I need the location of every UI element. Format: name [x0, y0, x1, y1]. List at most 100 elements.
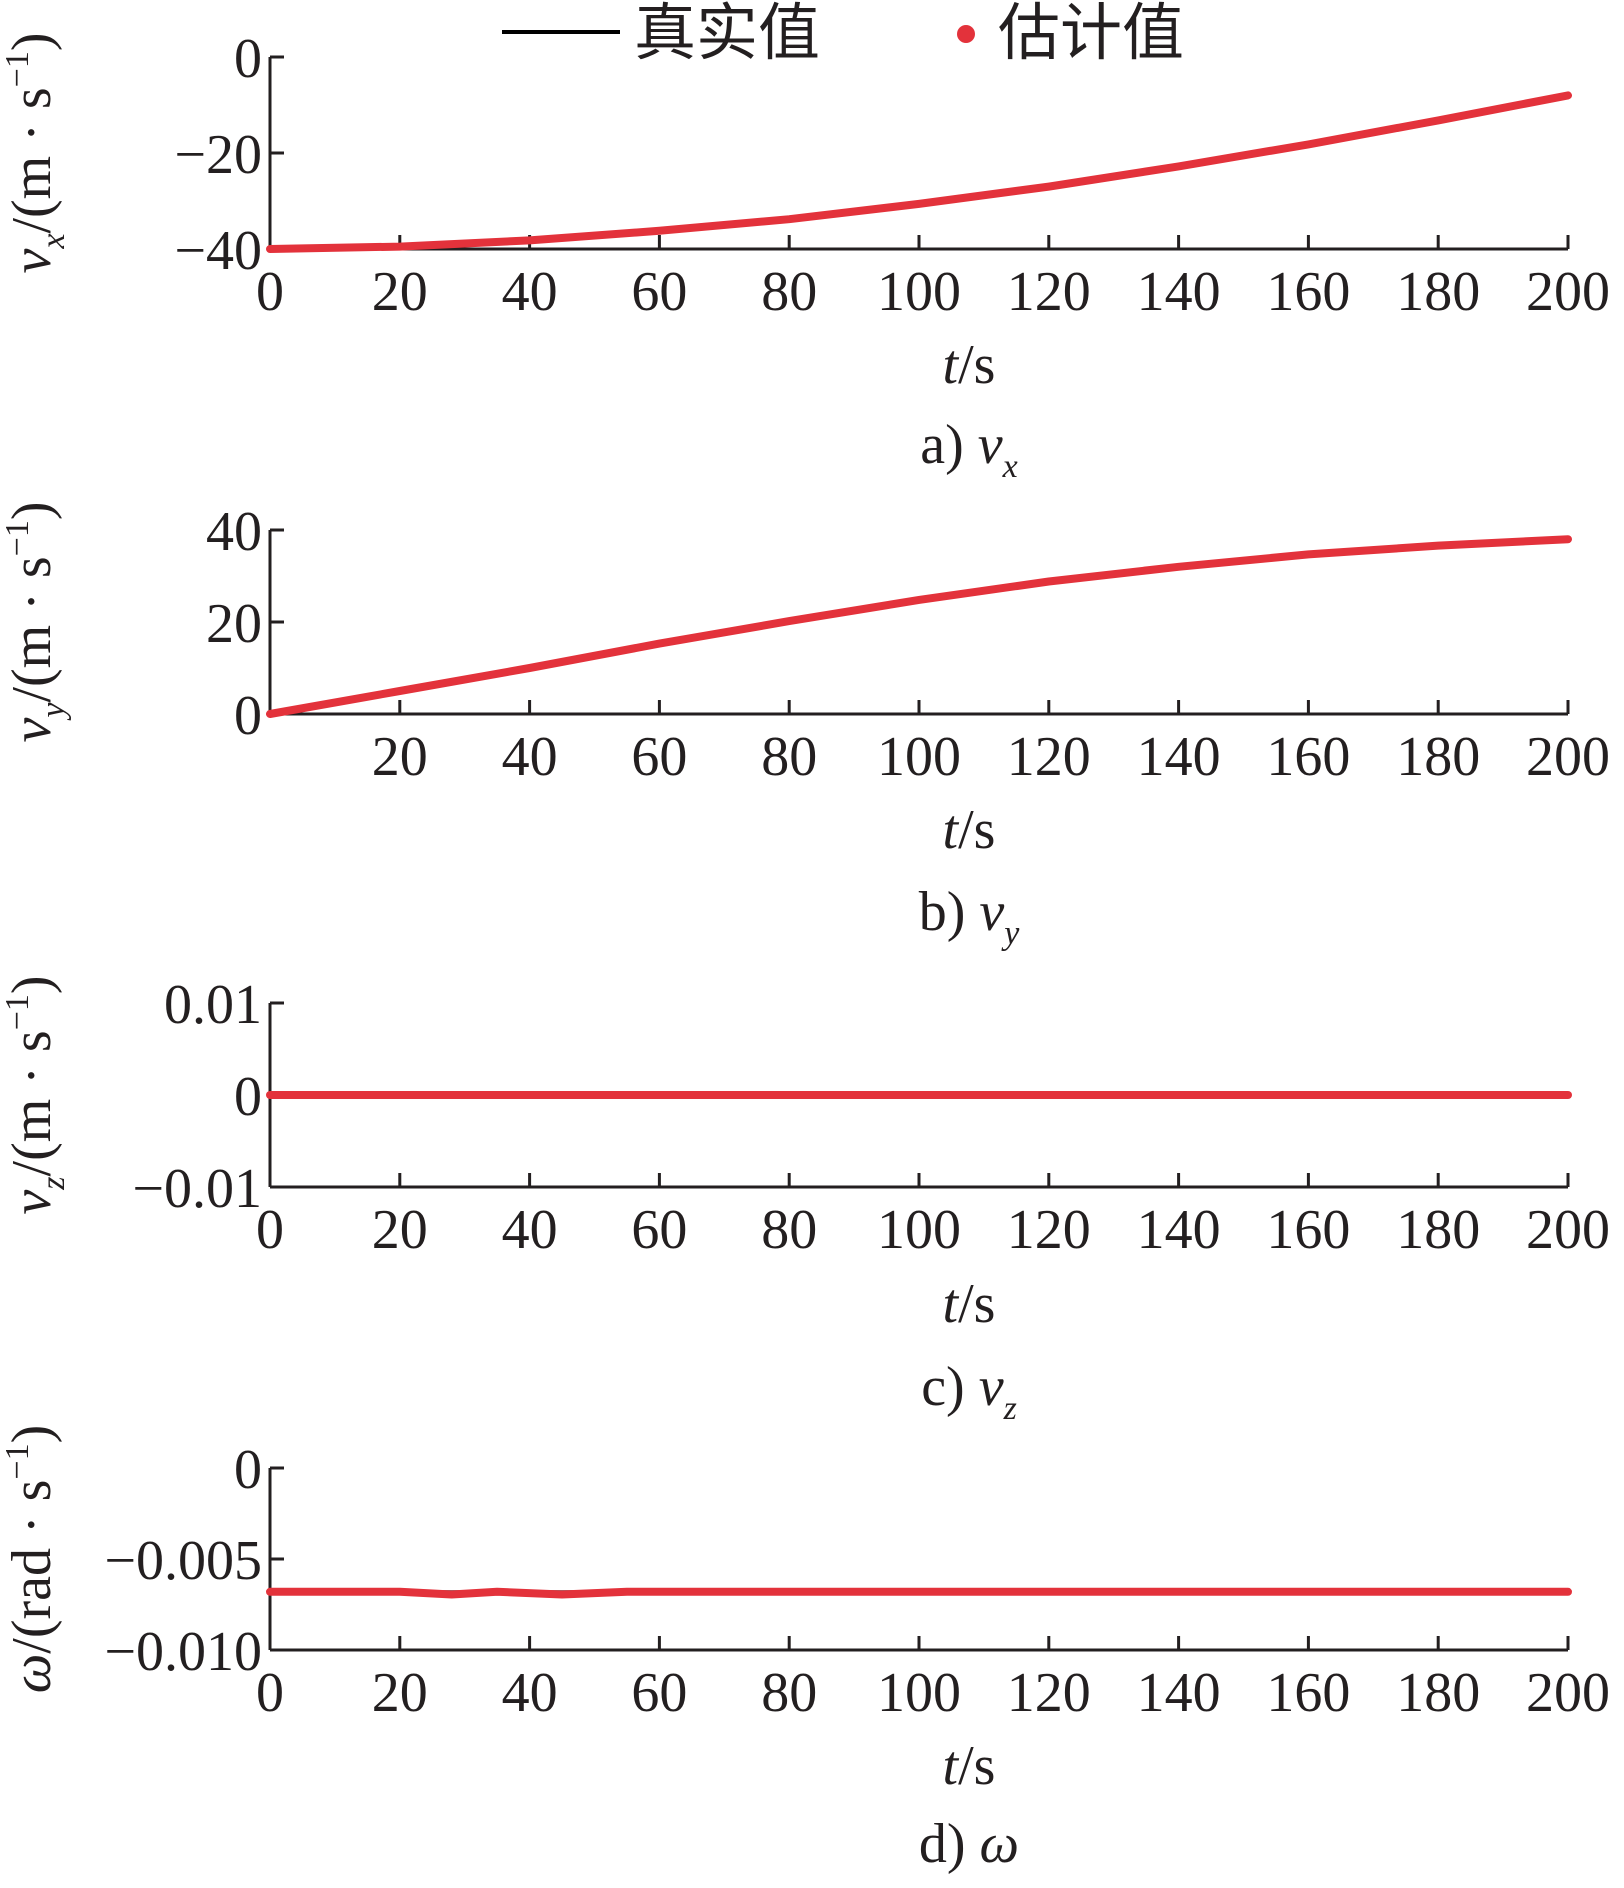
x-tick-label: 180	[1396, 261, 1480, 323]
x-tick-label: 160	[1266, 1662, 1350, 1724]
panel-caption-subscript: x	[1002, 448, 1018, 485]
x-tick-label: 20	[372, 1662, 428, 1724]
x-tick-label: 140	[1137, 1199, 1221, 1261]
x-tick-label: 200	[1526, 1662, 1610, 1724]
x-axis-label: t/s	[943, 334, 996, 396]
x-tick-label: 20	[372, 261, 428, 323]
panel-caption-symbol: ω	[980, 1813, 1020, 1875]
y-axis-label: vx/(m · s−1)	[0, 32, 72, 273]
x-tick-label: 20	[372, 1199, 428, 1261]
x-tick-label: 60	[631, 1662, 687, 1724]
y-axis-label-superscript: −1	[0, 520, 36, 556]
y-axis-label-unit: /(m · s	[1, 1030, 63, 1176]
y-tick-label: 40	[206, 501, 262, 563]
x-axis-label-symbol: t	[943, 334, 960, 396]
y-axis-label-superscript: −1	[0, 1443, 36, 1479]
y-tick-label: −40	[174, 220, 262, 282]
y-axis-label-subscript: x	[35, 234, 72, 250]
y-tick-label: −0.005	[104, 1530, 262, 1592]
true-series-line	[268, 537, 1570, 716]
y-axis-label-superscript: −1	[0, 51, 36, 87]
x-tick-label: 60	[631, 726, 687, 788]
x-tick-label: 80	[761, 261, 817, 323]
x-tick-label: 120	[1007, 1199, 1091, 1261]
y-axis-label-group: vy/(m · s−1)	[0, 501, 72, 742]
x-tick-label: 200	[1526, 726, 1610, 788]
x-tick-label: 140	[1137, 726, 1221, 788]
legend-estimate-marker	[957, 25, 975, 43]
y-axis-label-symbol: ω	[1, 1654, 63, 1694]
true-series-line	[268, 93, 1570, 251]
x-tick-label: 0	[256, 261, 284, 323]
y-axis-label-group: ω/(rad · s−1)	[0, 1425, 63, 1694]
y-tick-label: 0	[234, 1066, 262, 1128]
estimate-series-line	[266, 535, 1572, 718]
panel-caption-subscript: z	[1003, 1390, 1017, 1427]
y-axis-label-unit: /(rad · s	[1, 1480, 63, 1654]
x-tick-label: 200	[1526, 261, 1610, 323]
y-tick-label: −0.010	[104, 1621, 262, 1683]
chart-panel-4: −0.010 −0.005 0 0 20 40 60 80 100 120 140 160 180 200…	[0, 1425, 1610, 1875]
y-tick-label: 0	[234, 685, 262, 747]
y-axis-label-unit-close: )	[1, 32, 63, 51]
x-tick-label: 20	[372, 726, 428, 788]
x-tick-label: 100	[877, 261, 961, 323]
y-axis-label-unit: /(m · s	[1, 556, 63, 702]
y-tick-label: 0	[234, 28, 262, 90]
x-tick-label: 40	[502, 261, 558, 323]
legend-true-label: 真实值	[634, 0, 820, 69]
panel-caption-symbol: v	[979, 881, 1004, 943]
y-axis-label-subscript: z	[35, 1176, 72, 1190]
x-tick-label: 0	[256, 1199, 284, 1261]
x-tick-label: 120	[1007, 726, 1091, 788]
x-tick-label: 160	[1266, 726, 1350, 788]
x-tick-label: 40	[502, 1662, 558, 1724]
x-tick-label: 80	[761, 1662, 817, 1724]
y-tick-label: 0	[234, 1439, 262, 1501]
panel-caption-prefix: c)	[921, 1356, 979, 1418]
x-tick-label: 60	[631, 261, 687, 323]
x-axis-label-unit: /s	[958, 1735, 995, 1797]
x-tick-label: 40	[502, 1199, 558, 1261]
x-tick-label: 120	[1007, 261, 1091, 323]
x-axis-label-symbol: t	[943, 1735, 960, 1797]
panel-caption-symbol: v	[978, 414, 1003, 476]
y-axis-label-symbol: v	[1, 718, 63, 743]
panel-caption-symbol: v	[979, 1356, 1004, 1418]
y-axis-label-unit-close: )	[1, 501, 63, 520]
y-axis-label: ω/(rad · s−1)	[0, 1425, 63, 1694]
x-tick-label: 120	[1007, 1662, 1091, 1724]
y-axis-label: vz/(m · s−1)	[0, 975, 72, 1214]
x-tick-label: 180	[1396, 726, 1480, 788]
panel-caption: b) vy	[919, 881, 1021, 952]
x-axis-label-symbol: t	[943, 1273, 960, 1335]
y-axis-label: vy/(m · s−1)	[0, 501, 72, 742]
x-tick-label: 160	[1266, 1199, 1350, 1261]
estimate-series-line	[266, 91, 1572, 253]
panel-caption-prefix: a)	[920, 414, 978, 476]
y-axis-label-group: vx/(m · s−1)	[0, 32, 72, 273]
x-tick-label: 140	[1137, 1662, 1221, 1724]
panel-caption-subscript: y	[1001, 915, 1020, 952]
y-axis-label-unit: /(m · s	[1, 87, 63, 233]
x-tick-label: 0	[256, 1662, 284, 1724]
x-tick-label: 100	[877, 1662, 961, 1724]
x-axis-label-unit: /s	[958, 799, 995, 861]
x-axis-label-unit: /s	[958, 334, 995, 396]
x-axis-label-symbol: t	[943, 799, 960, 861]
y-tick-label: 20	[206, 593, 262, 655]
y-axis-label-unit-close: )	[1, 1425, 63, 1444]
legend: 真实值 估计值	[502, 0, 1184, 69]
y-tick-label: −0.01	[132, 1158, 262, 1220]
x-tick-label: 80	[761, 726, 817, 788]
panel-caption-prefix: b)	[919, 881, 980, 943]
x-axis-label: t/s	[943, 799, 996, 861]
y-tick-label: 0.01	[164, 974, 262, 1036]
x-axis-label: t/s	[943, 1735, 996, 1797]
y-axis-label-group: vz/(m · s−1)	[0, 975, 72, 1214]
y-tick-label: −20	[174, 124, 262, 186]
